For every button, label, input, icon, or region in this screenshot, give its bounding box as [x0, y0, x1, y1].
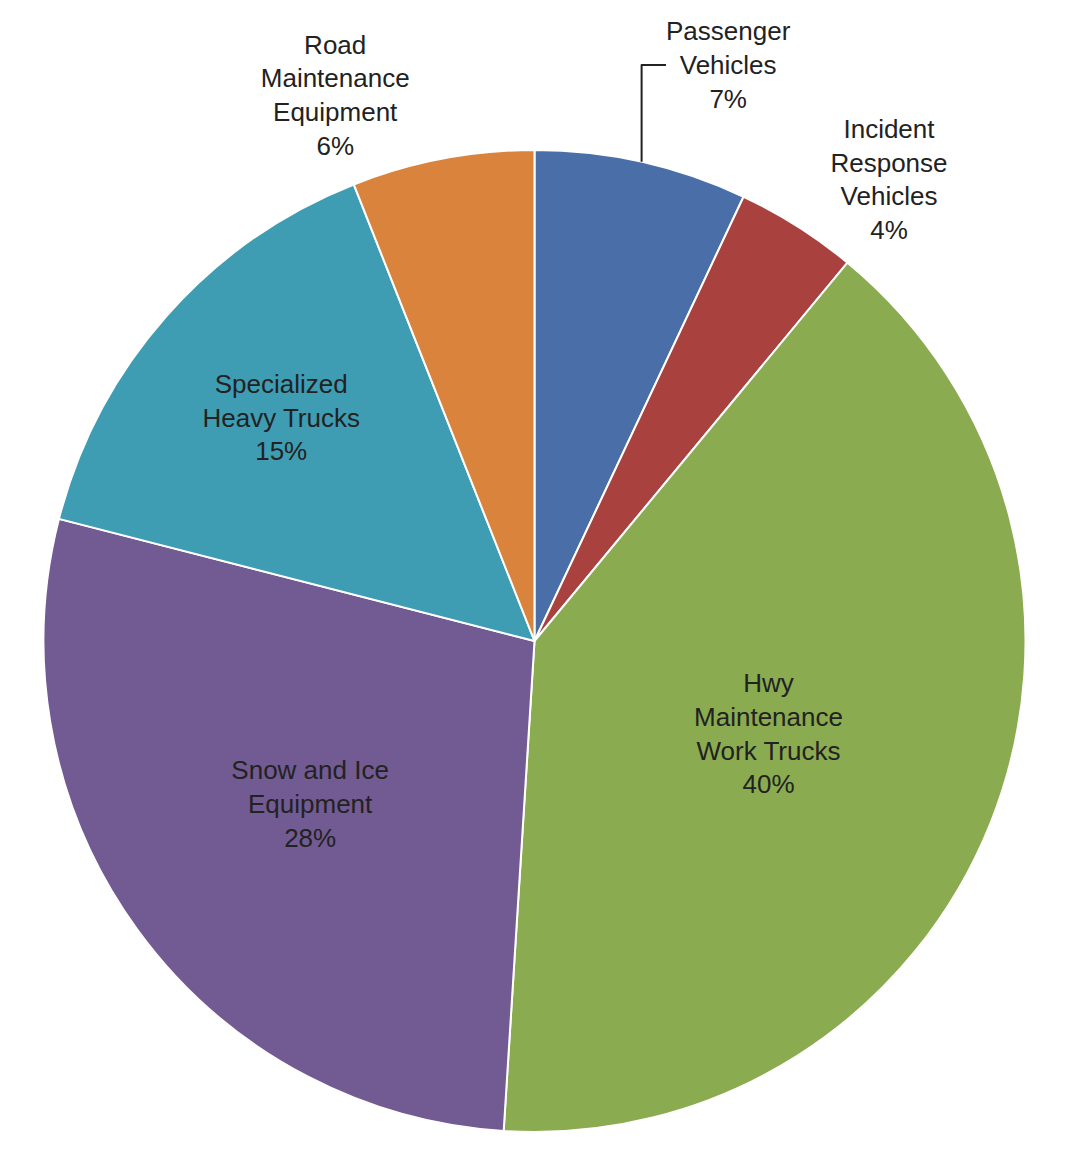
svg-text:Snow and IceEquipment28%: Snow and IceEquipment28% — [231, 755, 389, 853]
svg-text:IncidentResponseVehicles4%: IncidentResponseVehicles4% — [830, 114, 947, 245]
svg-text:PassengerVehicles7%: PassengerVehicles7% — [666, 16, 791, 114]
svg-text:HwyMaintenanceWork Trucks40%: HwyMaintenanceWork Trucks40% — [694, 668, 843, 799]
svg-text:RoadMaintenanceEquipment6%: RoadMaintenanceEquipment6% — [261, 30, 410, 161]
svg-text:SpecializedHeavy Trucks15%: SpecializedHeavy Trucks15% — [202, 369, 360, 467]
